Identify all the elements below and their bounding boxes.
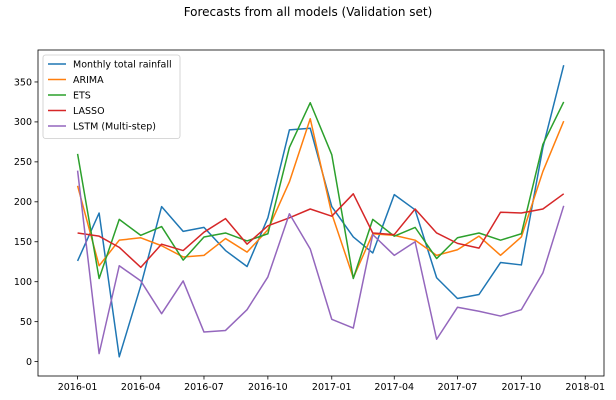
x-tick-label: 2017-10	[502, 382, 542, 393]
axes-frame	[37, 49, 605, 377]
legend: Monthly total rainfall ARIMA ETS LASSO LSTM …	[42, 54, 181, 139]
y-tick-label: 100	[14, 277, 32, 288]
x-tick-label: 2016-10	[248, 382, 288, 393]
legend-label-3: LASSO	[73, 106, 105, 117]
series-line-3	[77, 193, 565, 269]
legend-label-0: Monthly total rainfall	[73, 59, 172, 70]
chart-title: Forecasts from all models (Validation se…	[184, 5, 433, 19]
x-tick-label: 2017-04	[374, 382, 414, 393]
y-tick-label: 250	[14, 157, 32, 168]
series-line-4	[76, 170, 565, 355]
y-tick-label: 150	[14, 237, 32, 248]
y-tick-label: 50	[20, 317, 32, 328]
legend-label-1: ARIMA	[73, 75, 104, 86]
x-tick-label: 2016-01	[58, 382, 98, 393]
y-tick-label: 200	[14, 197, 32, 208]
series-line-2	[76, 101, 565, 280]
x-tick-label: 2016-07	[184, 382, 224, 393]
y-tick-label: 350	[14, 77, 32, 88]
legend-label-4: LSTM (Multi-step)	[73, 121, 156, 132]
legend-box	[42, 54, 181, 139]
series-line-1	[76, 117, 565, 279]
x-tick-label: 2017-01	[312, 382, 352, 393]
legend-label-2: ETS	[73, 90, 91, 101]
x-tick-label: 2017-07	[438, 382, 478, 393]
x-tick-label: 2016-04	[121, 382, 161, 393]
x-tick-label: 2018-01	[565, 382, 605, 393]
y-tick-label: 300	[14, 117, 32, 128]
axes: 0 50 100 150 200 250 300 350 2016-01 2016-04 2016-…	[14, 49, 605, 393]
y-tick-label: 0	[26, 357, 32, 368]
plot-area	[76, 64, 565, 358]
